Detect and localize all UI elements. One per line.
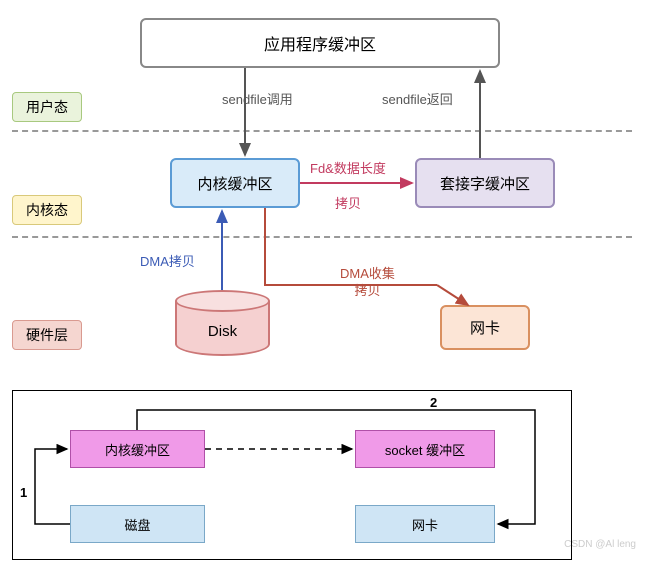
disk-cylinder: Disk xyxy=(175,290,270,356)
label-fd-len: Fd&数据长度 xyxy=(310,161,386,178)
disk-label: Disk xyxy=(208,323,237,340)
nic-box: 网卡 xyxy=(440,305,530,350)
label-fd-copy: 拷贝 xyxy=(335,196,361,213)
layer-kernel-label: 内核态 xyxy=(26,200,68,220)
sendfile-diagram: 应用程序缓冲区 用户态 内核态 硬件层 内核缓冲区 套接字缓冲区 Disk 网卡… xyxy=(0,0,654,390)
dashed-kernel-hw xyxy=(12,236,632,238)
bottom-disk-label: 磁盘 xyxy=(124,515,150,534)
bottom-nic: 网卡 xyxy=(355,505,495,543)
dashed-user-kernel xyxy=(12,130,632,132)
bottom-diagram: 内核缓冲区 socket 缓冲区 磁盘 网卡 1 2 xyxy=(0,390,654,572)
bottom-nic-label: 网卡 xyxy=(412,515,438,534)
label-two: 2 xyxy=(430,395,437,412)
bottom-disk: 磁盘 xyxy=(70,505,205,543)
bottom-kernel-buf-label: 内核缓冲区 xyxy=(105,440,170,459)
label-sendfile-call: sendfile调用 xyxy=(222,92,293,109)
layer-user: 用户态 xyxy=(12,92,82,122)
layer-hw-label: 硬件层 xyxy=(26,325,68,345)
layer-kernel: 内核态 xyxy=(12,195,82,225)
app-buffer-box: 应用程序缓冲区 xyxy=(140,18,500,68)
label-dma-gather: DMA收集 拷贝 xyxy=(340,266,395,300)
watermark: CSDN @Al leng xyxy=(564,539,636,550)
socket-buffer-box: 套接字缓冲区 xyxy=(415,158,555,208)
label-one: 1 xyxy=(20,485,27,502)
label-sendfile-return: sendfile返回 xyxy=(382,92,453,109)
layer-hw: 硬件层 xyxy=(12,320,82,350)
app-buffer-label: 应用程序缓冲区 xyxy=(264,31,376,55)
bottom-kernel-buf: 内核缓冲区 xyxy=(70,430,205,468)
layer-user-label: 用户态 xyxy=(26,97,68,117)
socket-buffer-label: 套接字缓冲区 xyxy=(440,173,530,194)
nic-label: 网卡 xyxy=(470,317,500,338)
label-dma-copy: DMA拷贝 xyxy=(140,254,195,271)
kernel-buffer-box: 内核缓冲区 xyxy=(170,158,300,208)
bottom-socket-buf: socket 缓冲区 xyxy=(355,430,495,468)
kernel-buffer-label: 内核缓冲区 xyxy=(197,173,272,194)
bottom-socket-buf-label: socket 缓冲区 xyxy=(385,440,465,459)
